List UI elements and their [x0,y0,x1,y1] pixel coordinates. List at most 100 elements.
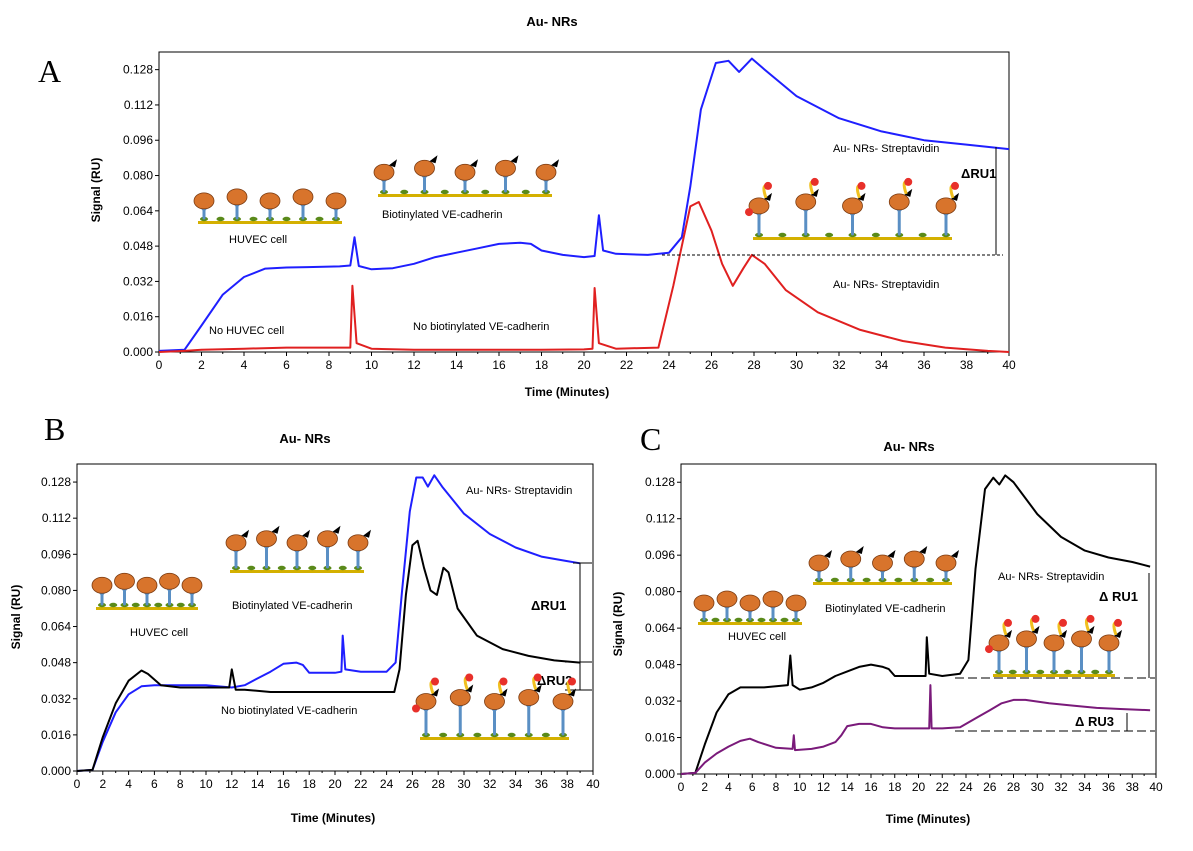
panel-b-xtick-label: 26 [406,777,420,791]
panel-c-series-purple-line [680,684,1151,775]
panel-c-ytick-label: 0.096 [645,548,675,562]
panel-b-biotinylated-label: Biotinylated VE-cadherin [232,600,352,612]
panel-a-title: Au- NRs [526,14,577,29]
panel-b-xtick-label: 34 [509,777,523,791]
panel-c-xtick-label: 22 [936,780,950,794]
panel-b-xtick-label: 18 [303,777,317,791]
illustration-cell-body [114,572,135,590]
illustration-biotin-marker [302,529,310,538]
panel-letter-b: B [44,411,65,447]
illustration-receptor [247,565,256,571]
panel-c-illustration-biotinylated [808,546,959,585]
panel-a-illustration-huvec [193,188,347,224]
illustration-streptavidin-blob [1086,614,1095,623]
panel-b-xtick-label: 2 [99,777,106,791]
illustration-cell-body [449,689,471,706]
illustration-receptor [780,617,789,623]
panel-a-plot [158,57,1010,353]
illustration-receptor [871,232,880,238]
illustration-receptor [308,565,317,571]
panel-a-xtick-label: 16 [492,358,506,372]
illustration-receptor [507,732,516,738]
panel-a-biotinylated-label: Biotinylated VE-cadherin [382,209,502,221]
panel-c-xtick-label: 32 [1054,780,1068,794]
illustration-cell-body [414,159,435,177]
panel-a-ytick-label: 0.096 [123,133,153,147]
illustration-cell-body [518,689,540,706]
illustration-cell-body [193,192,215,210]
panel-c-biotinylated-label: Biotinylated VE-cadherin [825,603,945,615]
illustration-biotin-marker [332,525,341,534]
illustration-receptor [277,565,286,571]
panel-a-axes: 0 2 4 6 8 10 12 14 16 18 20 22 24 26 28 30 32 34 36 38 400.0… [123,51,1016,372]
panel-a-xtick-label: 10 [365,358,379,372]
panel-b-no-biotinylated-label: No biotinylated VE-cadherin [221,705,357,717]
illustration-cell-body [317,530,338,548]
panel-b-xtick-label: 6 [151,777,158,791]
panel-b-series-blue-line [76,474,581,772]
illustration-cell-body [1016,630,1037,648]
illustration-biotin-marker [764,192,772,201]
panel-b-xtick-label: 10 [199,777,213,791]
illustration-substrate [753,237,952,240]
illustration-biotin-marker [1086,625,1095,634]
illustration-biotin-marker [431,688,439,697]
illustration-cell-body [716,590,738,608]
panel-c-xtick-label: 0 [678,780,685,794]
illustration-cell-body [347,534,369,552]
panel-a-ytick-label: 0.080 [123,169,153,183]
panel-b-ylabel: Signal (RU) [9,585,23,650]
panel-a-huvec-label: HUVEC cell [229,234,287,246]
panel-c-ytick-label: 0.064 [645,621,675,635]
illustration-streptavidin-blob [499,677,508,686]
illustration-receptor [1063,669,1072,675]
panel-b-xtick-label: 30 [457,777,471,791]
panel-c-title: Au- NRs [883,439,934,454]
illustration-cell-body [748,197,770,215]
illustration-receptor [109,602,118,608]
illustration-receptor [282,216,291,222]
panel-b-xtick-label: 16 [277,777,291,791]
illustration-streptavidin-blob [1059,618,1067,627]
panel-a-xtick-label: 22 [620,358,634,372]
illustration-streptavidin-blob [533,673,542,682]
illustration-streptavidin-blob [810,177,819,186]
panel-letter-c: C [640,421,661,457]
illustration-cell-body [693,594,715,612]
panel-b-xtick-label: 12 [225,777,239,791]
illustration-cell-body [259,192,281,210]
panel-b-huvec-label: HUVEC cell [130,627,188,639]
illustration-cell-body [292,188,314,206]
illustration-streptavidin-blob [568,677,576,686]
panel-a-frame [158,51,1010,353]
panel-b-ytick-label: 0.096 [41,547,71,561]
illustration-cell-body [795,193,817,211]
illustration-cell-body [136,576,158,594]
panel-b-xtick-label: 28 [432,777,446,791]
panel-c-delta1-label: Δ RU1 [1099,589,1138,604]
panel-c-xtick-label: 24 [959,780,973,794]
panel-c-xtick-label: 26 [983,780,997,794]
panel-b-xtick-label: 36 [535,777,549,791]
panel-c-huvec-label: HUVEC cell [728,631,786,643]
panel-b-ytick-label: 0.080 [41,583,71,597]
illustration-receptor [249,216,258,222]
illustration-cell-body [415,693,437,710]
illustration-biotin-marker [887,550,896,558]
panel-c-illustration-huvec [693,590,807,625]
illustration-cell-body [535,163,557,181]
illustration-biotin-marker [241,529,249,538]
panel-b-ytick-label: 0.048 [41,656,71,670]
illustration-receptor [894,577,903,583]
panel-a-xtick-label: 38 [960,358,974,372]
panel-a-ytick-label: 0.016 [123,310,153,324]
illustration-substrate [378,194,552,197]
panel-c-xtick-label: 2 [701,780,708,794]
illustration-cell-body [454,163,476,181]
panel-b-ytick-label: 0.016 [41,728,71,742]
illustration-biotin-marker [951,192,959,201]
illustration-biotin-marker [810,188,819,197]
illustration-receptor [481,189,490,195]
